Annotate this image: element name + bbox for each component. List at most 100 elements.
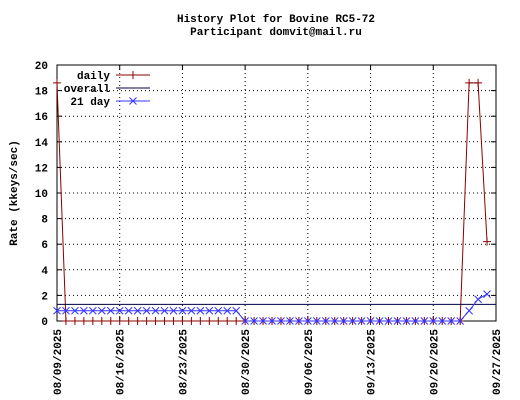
chart-subtitle: Participant domvit@mail.ru: [190, 27, 362, 39]
marker: [205, 306, 214, 315]
marker: [223, 317, 232, 325]
marker: [151, 306, 160, 315]
marker: [214, 317, 223, 325]
marker: [62, 306, 70, 315]
y-tick-label: 16: [35, 112, 48, 124]
marker: [295, 317, 303, 325]
marker: [205, 317, 214, 325]
marker: [241, 317, 249, 325]
marker: [339, 317, 348, 325]
y-tick-label: 4: [41, 266, 48, 278]
marker: [232, 317, 241, 325]
marker: [142, 306, 151, 315]
marker: [286, 317, 294, 325]
x-tick-label: 08/30/2025: [241, 329, 253, 395]
y-tick-label: 0: [41, 317, 48, 329]
marker: [88, 317, 97, 325]
marker: [160, 317, 169, 325]
marker: [106, 306, 115, 315]
x-tick-label: 08/16/2025: [116, 329, 128, 395]
marker: [250, 317, 258, 325]
marker: [483, 237, 492, 246]
y-tick-label: 12: [35, 163, 48, 175]
marker: [321, 317, 330, 325]
legend-marker: [129, 97, 137, 105]
marker: [268, 317, 276, 325]
marker: [97, 306, 106, 315]
marker: [348, 317, 357, 325]
x-tick-label: 08/23/2025: [178, 329, 190, 395]
marker: [169, 317, 178, 325]
marker: [304, 317, 312, 325]
x-tick-label: 09/06/2025: [304, 329, 316, 395]
marker: [465, 78, 474, 87]
marker: [142, 317, 151, 325]
marker: [411, 317, 420, 325]
legend-label: 21 day: [70, 97, 110, 109]
chart-title: History Plot for Bovine RC5-72: [177, 14, 375, 26]
marker: [420, 317, 429, 325]
marker: [232, 306, 241, 315]
marker: [483, 290, 491, 298]
marker: [88, 306, 97, 315]
marker: [160, 306, 169, 315]
marker: [178, 317, 187, 325]
y-tick-label: 10: [35, 189, 48, 201]
y-tick-label: 14: [35, 138, 49, 150]
y-tick-label: 2: [41, 291, 48, 303]
y-tick-label: 6: [41, 240, 48, 252]
marker: [70, 317, 79, 325]
marker: [71, 306, 79, 315]
marker: [357, 317, 366, 325]
legend-label: daily: [77, 71, 110, 83]
x-tick-label: 09/27/2025: [492, 329, 504, 395]
marker: [456, 317, 465, 325]
marker: [438, 317, 447, 325]
marker: [124, 317, 133, 325]
marker: [277, 317, 285, 325]
marker: [115, 317, 124, 325]
marker: [196, 306, 205, 315]
marker: [124, 306, 133, 315]
marker: [187, 306, 196, 315]
marker: [97, 317, 106, 325]
marker: [178, 306, 187, 315]
marker: [151, 317, 160, 325]
y-tick-label: 18: [35, 87, 49, 99]
y-tick-label: 8: [41, 215, 48, 227]
legend-marker: [129, 71, 137, 79]
marker: [366, 317, 375, 325]
marker: [259, 317, 267, 325]
marker: [133, 317, 142, 325]
marker: [169, 306, 178, 315]
x-tick-label: 09/13/2025: [367, 329, 379, 395]
marker: [214, 306, 223, 315]
marker: [474, 295, 482, 304]
marker: [133, 306, 142, 315]
marker: [474, 78, 483, 87]
marker: [53, 78, 61, 87]
marker: [187, 317, 196, 325]
marker: [223, 306, 232, 315]
marker: [402, 317, 411, 325]
y-axis-label: Rate (kkeys/sec): [9, 140, 21, 246]
marker: [196, 317, 205, 325]
marker: [312, 317, 321, 325]
marker: [447, 317, 456, 325]
marker: [393, 317, 402, 325]
legend-label: overall: [64, 84, 111, 96]
marker: [375, 317, 384, 325]
marker: [115, 306, 124, 315]
marker: [429, 317, 438, 325]
y-tick-label: 20: [35, 61, 48, 73]
marker: [384, 317, 393, 325]
marker: [465, 306, 473, 315]
marker: [61, 317, 70, 325]
x-tick-label: 08/09/2025: [53, 329, 65, 395]
marker: [53, 306, 61, 315]
marker: [106, 317, 115, 325]
x-tick-label: 09/20/2025: [429, 329, 441, 395]
marker: [330, 317, 339, 325]
